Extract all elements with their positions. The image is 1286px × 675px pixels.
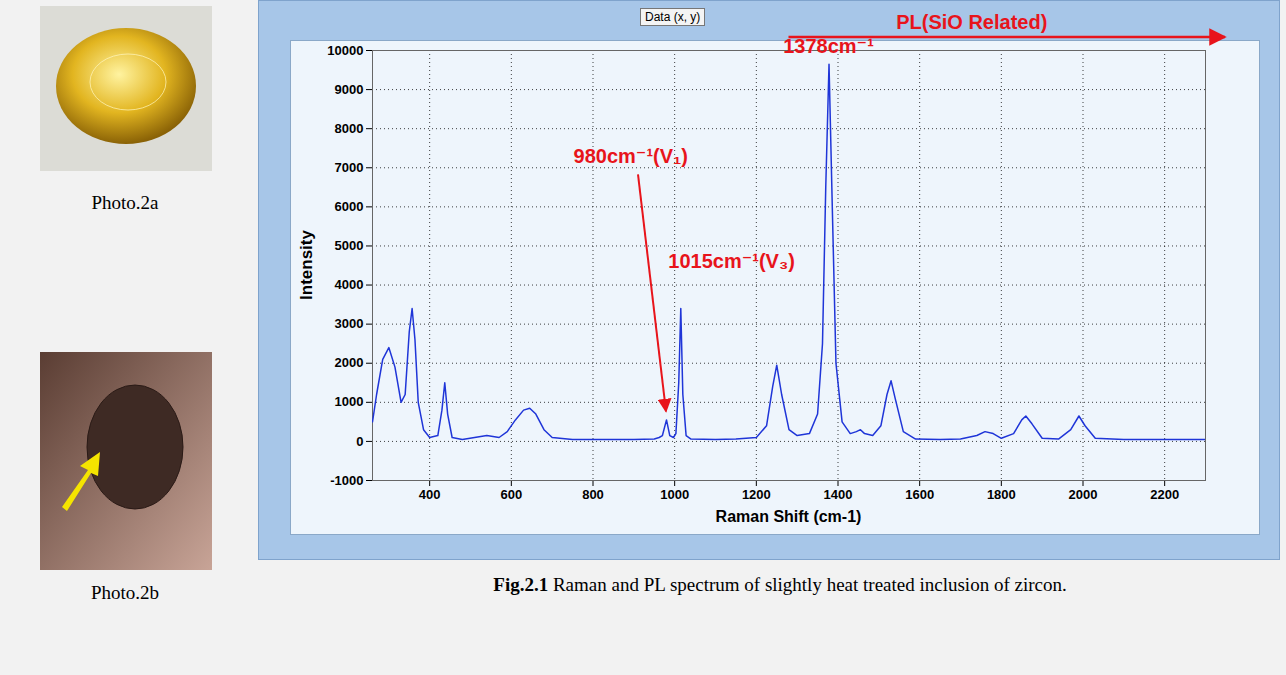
svg-text:0: 0 — [356, 434, 363, 449]
html-text:Fig.2.1 Raman and PL spectrum: Fig.2.1 Raman and PL spectrum of slightl… — [493, 574, 1067, 595]
svg-text:1600: 1600 — [905, 487, 934, 502]
svg-text:400: 400 — [419, 487, 441, 502]
svg-text:1200: 1200 — [742, 487, 771, 502]
svg-text:3000: 3000 — [335, 316, 364, 331]
svg-text:1400: 1400 — [824, 487, 853, 502]
svg-text:5000: 5000 — [335, 238, 364, 253]
svg-text:7000: 7000 — [335, 160, 364, 175]
svg-text:PL(SiO Related): PL(SiO Related) — [896, 11, 1047, 33]
svg-text:1015cm⁻¹(V₃): 1015cm⁻¹(V₃) — [668, 250, 795, 272]
svg-text:2200: 2200 — [1150, 487, 1179, 502]
svg-text:1378cm⁻¹: 1378cm⁻¹ — [783, 34, 874, 57]
html-text:Photo.2a: Photo.2a — [91, 192, 159, 213]
svg-text:Raman Shift (cm-1): Raman Shift (cm-1) — [716, 508, 862, 525]
svg-text:Intensity: Intensity — [297, 230, 316, 300]
svg-text:2000: 2000 — [1069, 487, 1098, 502]
svg-text:6000: 6000 — [335, 199, 364, 214]
svg-text:4000: 4000 — [335, 277, 364, 292]
svg-text:1000: 1000 — [660, 487, 689, 502]
svg-text:800: 800 — [582, 487, 604, 502]
html-text:Photo.2b: Photo.2b — [90, 582, 159, 603]
svg-text:-1000: -1000 — [330, 473, 363, 488]
svg-text:2000: 2000 — [335, 355, 364, 370]
svg-text:600: 600 — [500, 487, 522, 502]
svg-text:10000: 10000 — [327, 43, 363, 58]
svg-text:1800: 1800 — [987, 487, 1016, 502]
svg-text:9000: 9000 — [335, 82, 364, 97]
html-text:Data (x, y): Data (x, y) — [645, 10, 701, 24]
svg-text:980cm⁻¹(V₁): 980cm⁻¹(V₁) — [574, 145, 688, 167]
svg-text:1000: 1000 — [335, 394, 364, 409]
svg-text:8000: 8000 — [335, 121, 364, 136]
